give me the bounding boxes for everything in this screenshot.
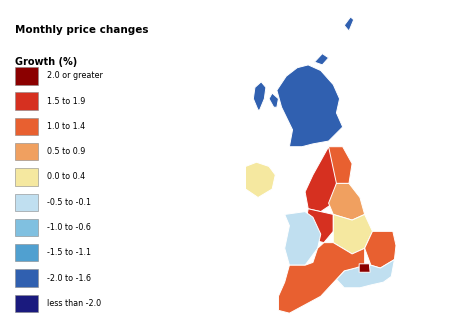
Polygon shape (333, 215, 373, 254)
Text: 2.0 or greater: 2.0 or greater (47, 71, 103, 80)
Polygon shape (314, 54, 328, 65)
FancyBboxPatch shape (15, 269, 38, 287)
Polygon shape (324, 147, 352, 183)
FancyBboxPatch shape (15, 143, 38, 161)
FancyBboxPatch shape (15, 118, 38, 135)
Text: 1.0 to 1.4: 1.0 to 1.4 (47, 122, 85, 131)
Text: -2.0 to -1.6: -2.0 to -1.6 (47, 274, 91, 283)
Polygon shape (277, 65, 343, 147)
FancyBboxPatch shape (15, 168, 38, 186)
Text: -0.5 to -0.1: -0.5 to -0.1 (47, 198, 91, 207)
Polygon shape (337, 259, 394, 288)
Text: 0.0 to 0.4: 0.0 to 0.4 (47, 173, 85, 181)
Polygon shape (269, 93, 278, 107)
Text: 0.5 to 0.9: 0.5 to 0.9 (47, 147, 86, 156)
Polygon shape (359, 264, 370, 272)
Text: 1.5 to 1.9: 1.5 to 1.9 (47, 97, 86, 106)
Polygon shape (278, 243, 365, 313)
Text: -1.5 to -1.1: -1.5 to -1.1 (47, 248, 91, 257)
Polygon shape (365, 231, 396, 268)
FancyBboxPatch shape (15, 295, 38, 312)
Polygon shape (344, 17, 354, 31)
Polygon shape (241, 162, 275, 198)
Text: Monthly price changes: Monthly price changes (15, 25, 149, 35)
Polygon shape (253, 82, 266, 110)
Text: -1.0 to -0.6: -1.0 to -0.6 (47, 223, 91, 232)
Text: less than -2.0: less than -2.0 (47, 299, 101, 308)
FancyBboxPatch shape (15, 244, 38, 262)
Polygon shape (305, 209, 333, 243)
Polygon shape (285, 212, 321, 265)
FancyBboxPatch shape (15, 92, 38, 110)
FancyBboxPatch shape (15, 193, 38, 211)
Polygon shape (305, 147, 337, 212)
FancyBboxPatch shape (15, 219, 38, 236)
Polygon shape (328, 183, 365, 220)
Text: Growth (%): Growth (%) (15, 57, 77, 67)
FancyBboxPatch shape (15, 67, 38, 84)
